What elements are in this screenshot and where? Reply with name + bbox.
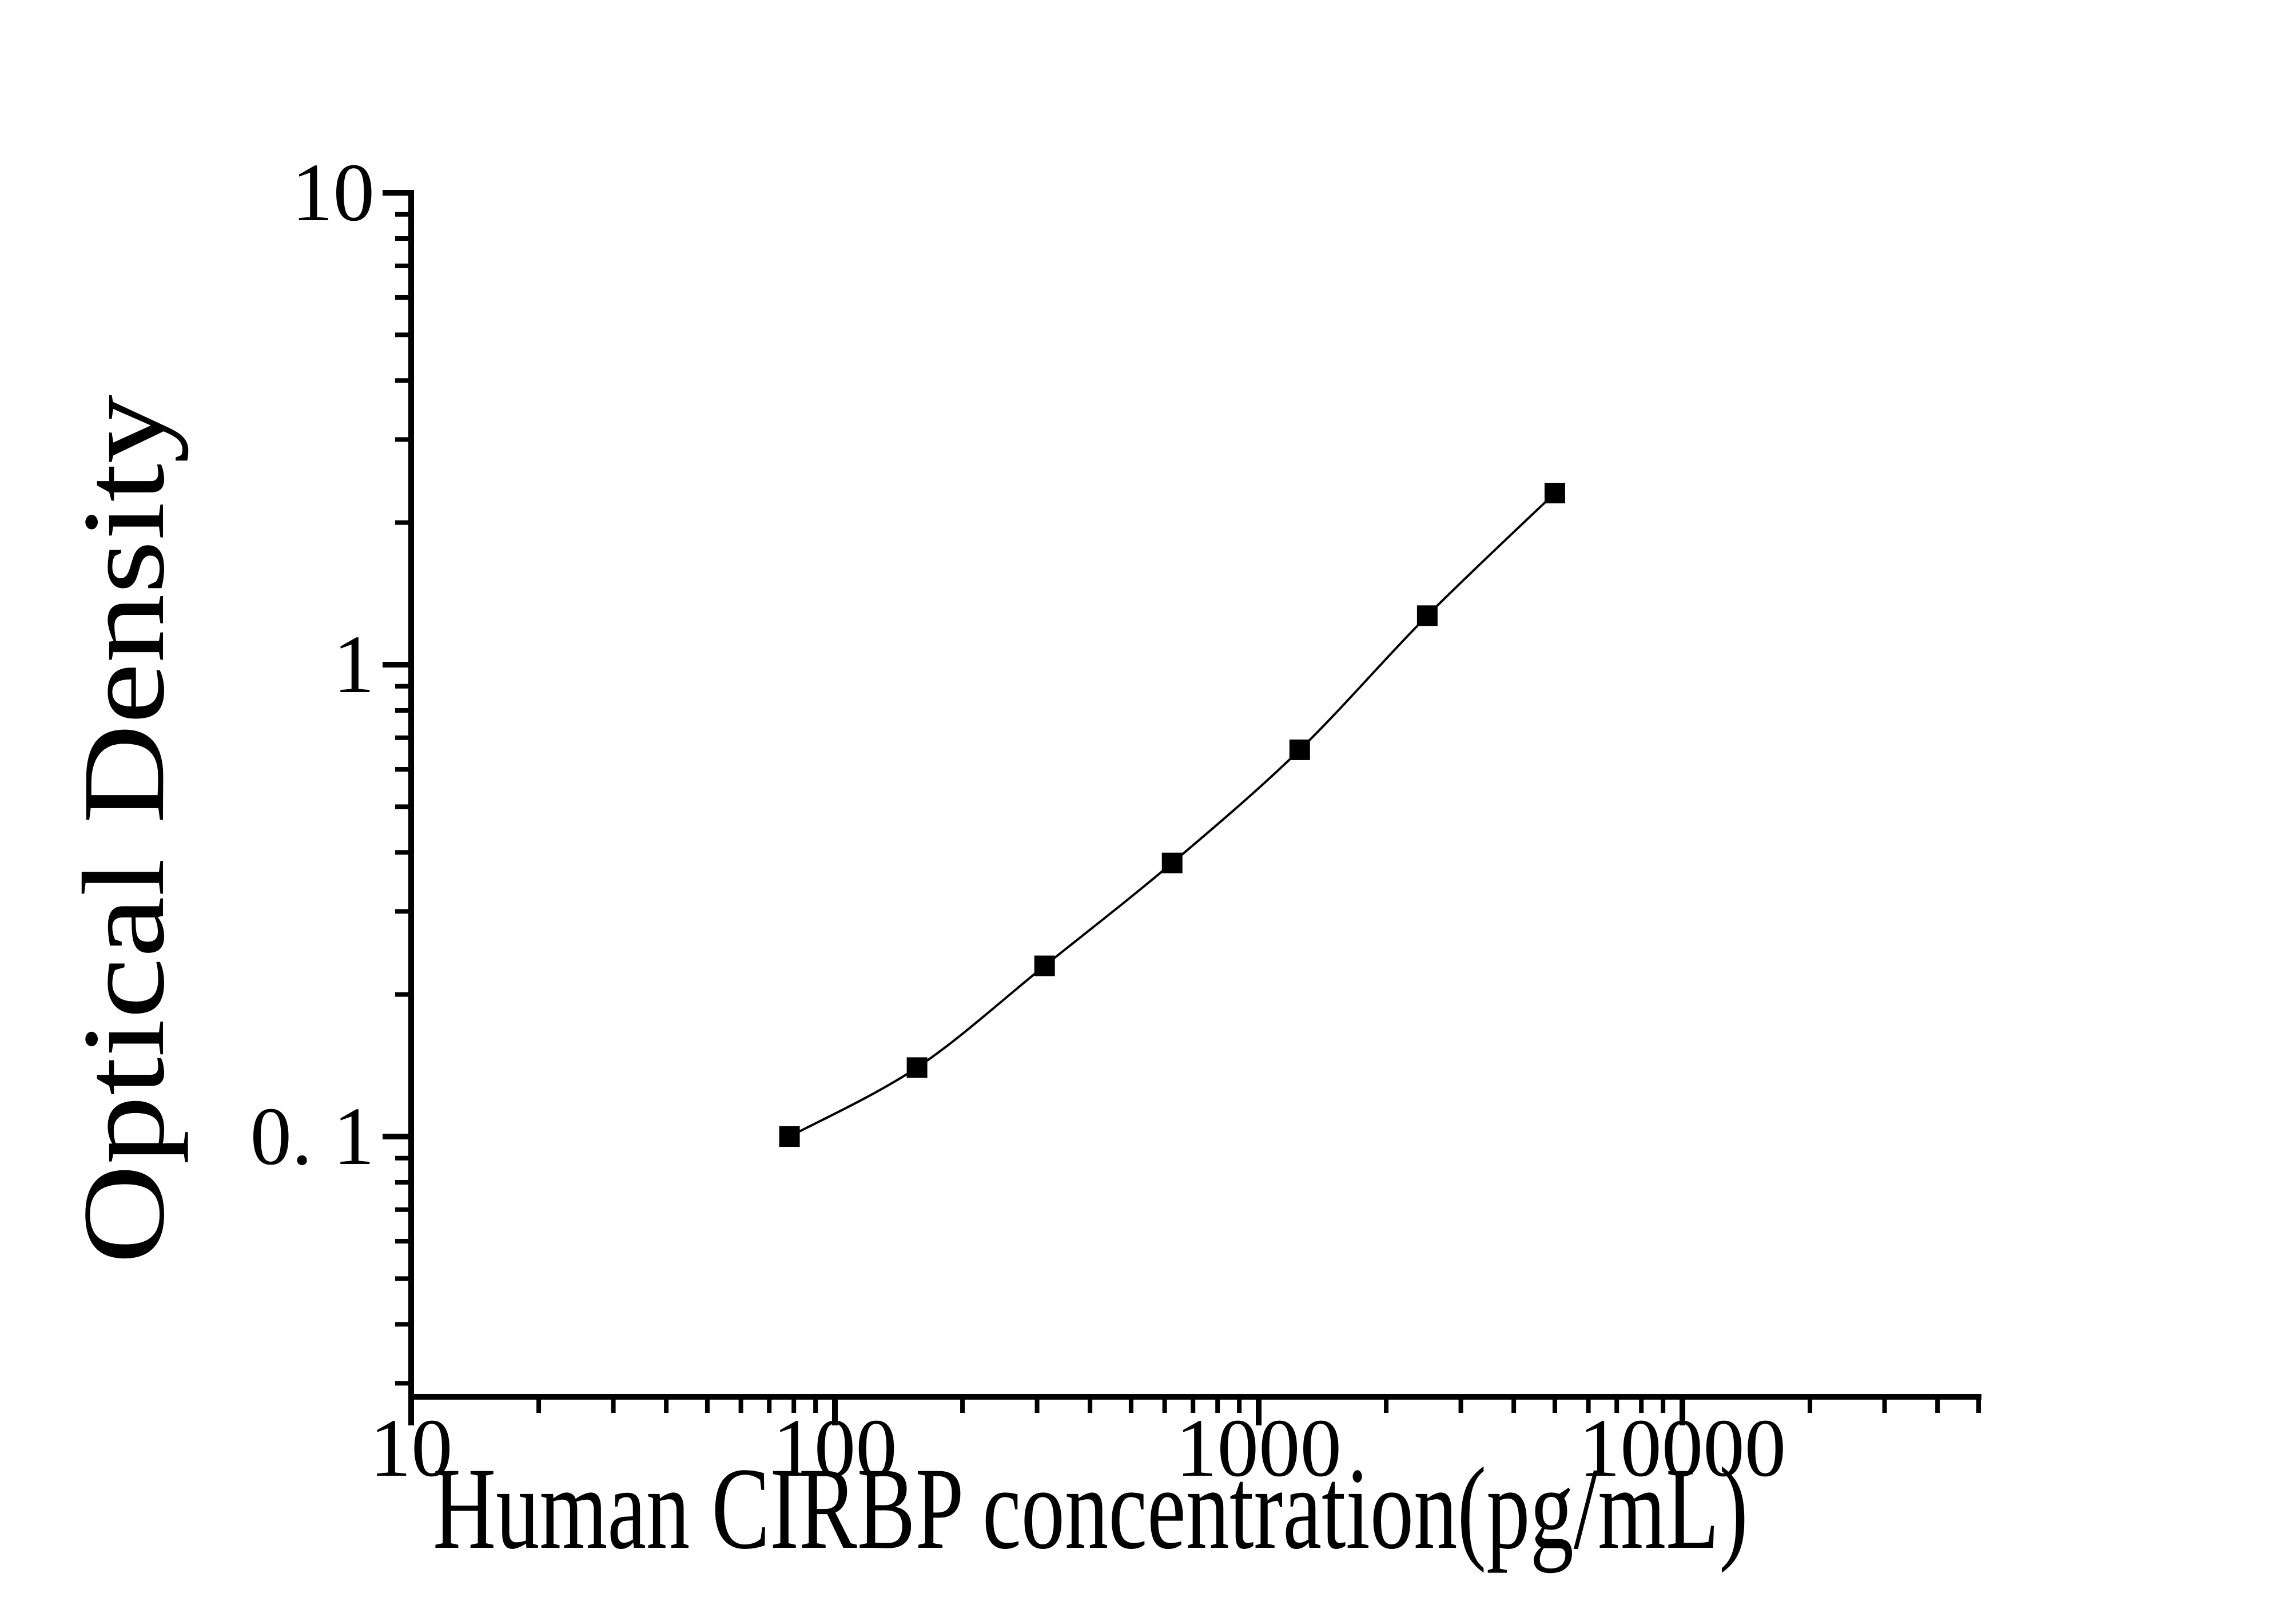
x-axis-tick-label: 10000 xyxy=(1579,1403,1786,1494)
data-point-marker xyxy=(906,1057,928,1078)
data-point-marker xyxy=(1034,955,1055,976)
y-axis-tick-label: 10 xyxy=(292,147,375,239)
standard-curve-line xyxy=(789,492,1556,1138)
tick-label-layer: 10 100 1000 10000 10 1 0. 1 xyxy=(250,147,1786,1494)
data-point-marker xyxy=(1161,852,1183,873)
axes-layer xyxy=(383,190,1981,1425)
y-axis-tick-label: 1 xyxy=(333,619,375,710)
y-axis-tick-label: 0. 1 xyxy=(250,1091,375,1182)
x-axis-title: Human CIRBP concentration(pg/mL) xyxy=(433,1444,1748,1574)
y-axis-title: Optical Density xyxy=(59,395,189,1264)
data-point-marker xyxy=(1289,739,1310,760)
series-layer xyxy=(779,483,1565,1147)
x-axis-tick-label: 10 xyxy=(370,1403,453,1494)
data-point-marker xyxy=(1416,605,1438,626)
x-axis-tick-label: 100 xyxy=(773,1403,897,1494)
data-point-marker xyxy=(779,1126,800,1147)
data-point-marker xyxy=(1544,483,1565,504)
x-axis-tick-label: 1000 xyxy=(1176,1403,1342,1494)
